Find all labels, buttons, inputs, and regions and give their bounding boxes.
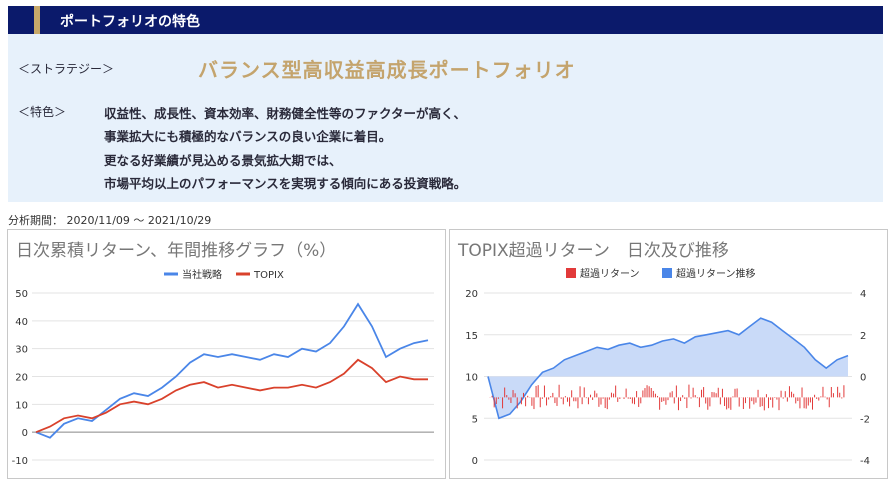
feature-line-1: 収益性、成長性、資本効率、財務健全性等のファクターが高く、: [104, 106, 467, 121]
header-accent-bar: [34, 6, 40, 34]
y-tick-label-right: 4: [860, 289, 866, 300]
section-header: ポートフォリオの特色: [8, 6, 883, 34]
y-tick-label-right: -4: [860, 456, 870, 467]
y-tick-label: 20: [15, 373, 28, 384]
y-tick-label: 30: [15, 345, 28, 356]
legend-label: TOPIX: [253, 270, 284, 281]
y-tick-label-left: 15: [465, 331, 478, 342]
y-tick-label-left: 20: [465, 289, 478, 300]
y-tick-label-left: 0: [472, 456, 478, 467]
cumulative-return-plot: 当社戦略 TOPIX -10 0 10 20 30 40 50: [12, 268, 434, 467]
legend-swatch: [566, 268, 576, 278]
section-title: ポートフォリオの特色: [60, 14, 200, 30]
y-tick-label: -10: [12, 456, 28, 467]
y-tick-label-left: 10: [465, 373, 478, 384]
chart-title: TOPIX超過リターン 日次及び推移: [458, 241, 729, 261]
y-tick-label: 0: [22, 428, 28, 439]
excess-trend-area: [488, 318, 848, 419]
excess-return-plot: 超過リターン 超過リターン推移 0 5 10 15 20 -4 -2 0 2 4: [465, 267, 870, 467]
y-tick-label-right: 0: [860, 373, 866, 384]
y-tick-label: 50: [15, 289, 28, 300]
strategy-name: バランス型高収益高成長ポートフォリオ: [198, 58, 576, 82]
analysis-period: 分析期間： 2020/11/09 ～ 2021/10/29: [8, 214, 212, 227]
legend-label: 超過リターン: [580, 267, 640, 280]
y-tick-label-right: 2: [860, 331, 866, 342]
legend-label: 超過リターン推移: [676, 267, 756, 280]
excess-return-chart: TOPIX超過リターン 日次及び推移 超過リターン 超過リターン推移 0 5 10 15…: [449, 229, 888, 479]
y-tick-label: 40: [15, 317, 28, 328]
legend-swatch: [662, 268, 672, 278]
feature-line-4: 市場平均以上のパフォーマンスを実現する傾向にある投資戦略。: [104, 176, 467, 191]
feature-label: ＜特色＞: [18, 105, 67, 119]
feature-box: ＜ストラテジー＞ バランス型高収益高成長ポートフォリオ ＜特色＞ 収益性、成長性…: [8, 34, 883, 202]
y-tick-label-left: 5: [472, 414, 478, 425]
y-tick-label: 10: [15, 400, 28, 411]
cumulative-return-chart: 日次累積リターン、年間推移グラフ（%） 当社戦略 TOPIX -10 0 10 20 30…: [7, 229, 446, 479]
chart-title: 日次累積リターン、年間推移グラフ（%）: [16, 241, 337, 261]
excess-trend-line: [487, 317, 849, 420]
feature-line-3: 更なる好業績が見込める景気拡大期では、: [104, 153, 342, 168]
series-line: [35, 358, 428, 434]
legend-label: 当社戦略: [182, 268, 222, 281]
feature-line-2: 事業拡大にも積極的なバランスの良い企業に着目。: [104, 129, 392, 144]
strategy-label: ＜ストラテジー＞: [18, 62, 115, 76]
y-tick-label-right: -2: [860, 414, 870, 425]
